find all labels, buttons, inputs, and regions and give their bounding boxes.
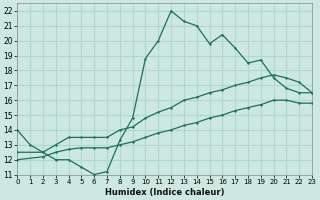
X-axis label: Humidex (Indice chaleur): Humidex (Indice chaleur) xyxy=(105,188,224,197)
